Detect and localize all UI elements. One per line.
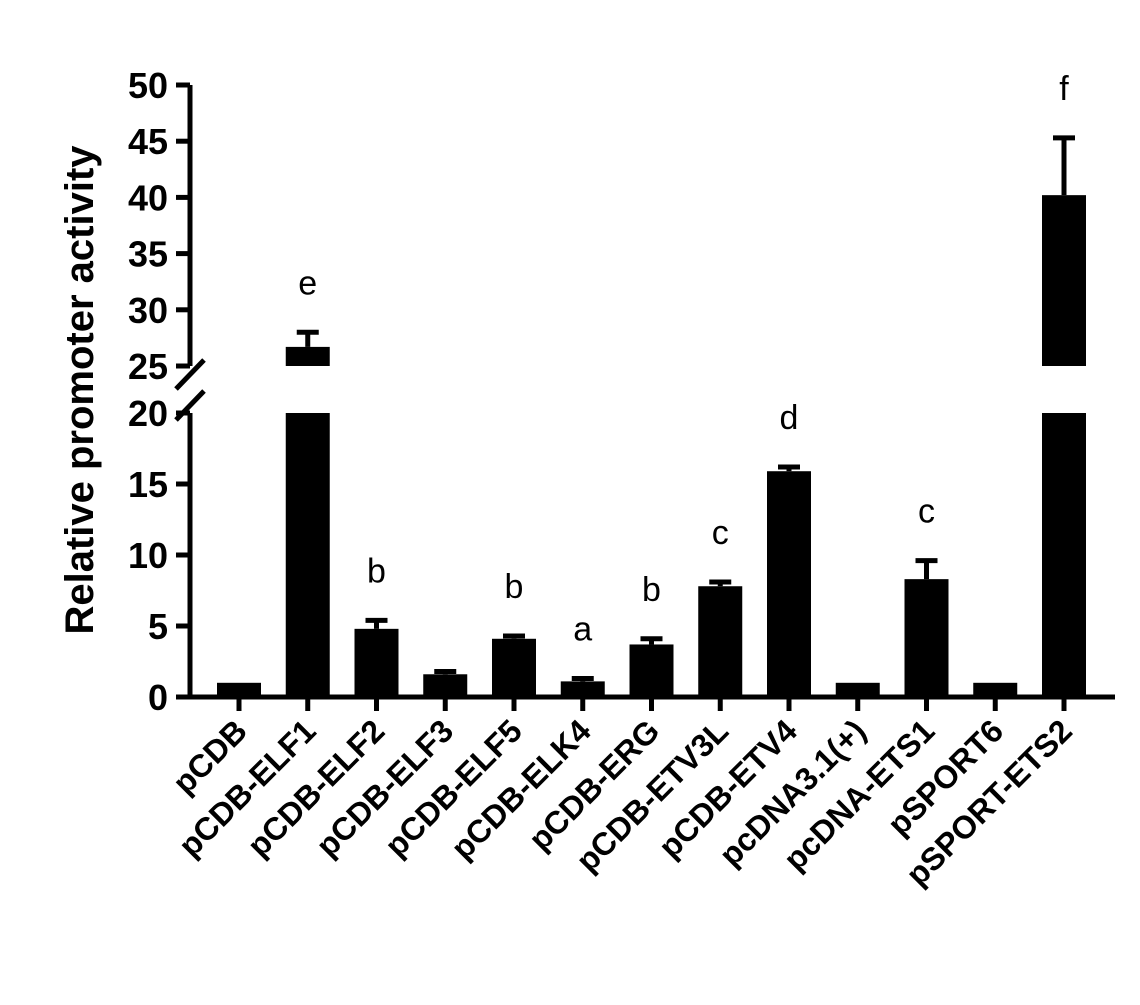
significance-letter: f	[1059, 70, 1069, 108]
y-tick-label: 10	[128, 535, 168, 576]
bar	[285, 346, 330, 366]
y-tick-label: 40	[128, 177, 168, 218]
bar	[217, 682, 261, 697]
bar	[767, 471, 811, 697]
bar	[1042, 413, 1086, 697]
y-tick-label: 50	[128, 65, 168, 106]
significance-letter: b	[642, 571, 661, 609]
bar	[354, 628, 399, 697]
y-tick-label: 30	[128, 290, 168, 331]
bars	[217, 135, 1086, 697]
y-ticks: 0 5 10 15 20 25 30 35 40 45 50	[128, 65, 190, 718]
bar	[560, 681, 605, 697]
significance-letter: e	[298, 264, 317, 302]
bar	[1042, 195, 1086, 366]
axis-break-mark	[174, 358, 206, 391]
significance-letter: c	[918, 493, 935, 531]
x-categories: pCDBpCDB-ELF1pCDB-ELF2pCDB-ELF3pCDB-ELF5…	[166, 697, 1079, 893]
bar	[835, 682, 880, 697]
y-tick-label: 35	[128, 234, 168, 275]
significance-letter: b	[505, 568, 524, 606]
bar	[629, 644, 674, 697]
bar	[492, 638, 536, 697]
significance-letter: c	[712, 514, 729, 552]
y-tick-label: 25	[128, 346, 168, 387]
y-tick-label: 45	[128, 121, 168, 162]
y-tick-label: 15	[128, 464, 168, 505]
bar	[285, 413, 330, 697]
y-tick-label: 20	[128, 393, 168, 434]
significance-letter: d	[780, 399, 799, 437]
y-axis-title: Relative promoter activity	[58, 145, 102, 635]
bar	[698, 586, 743, 697]
y-tick-label: 5	[148, 606, 168, 647]
y-tick-label: 0	[148, 677, 168, 718]
significance-letter: b	[367, 552, 386, 590]
significance-letters: e b b a b c d c f	[298, 70, 1069, 649]
bar	[904, 579, 949, 697]
bar	[423, 674, 468, 697]
bar	[973, 682, 1018, 697]
significance-letter: a	[573, 611, 592, 649]
